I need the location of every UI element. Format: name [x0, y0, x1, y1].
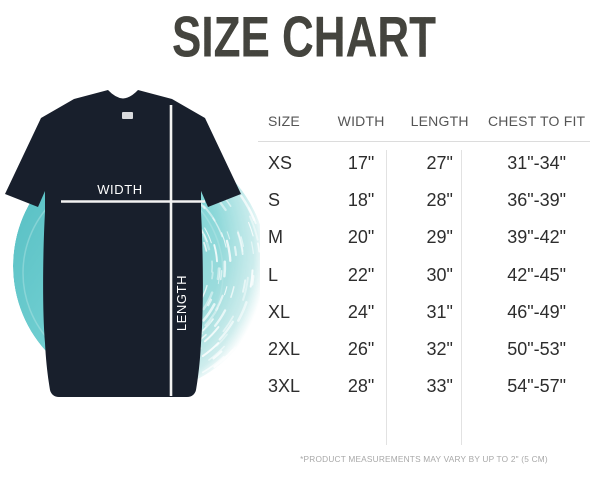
svg-text:WIDTH: WIDTH — [97, 182, 143, 197]
svg-text:LENGTH: LENGTH — [174, 275, 189, 331]
